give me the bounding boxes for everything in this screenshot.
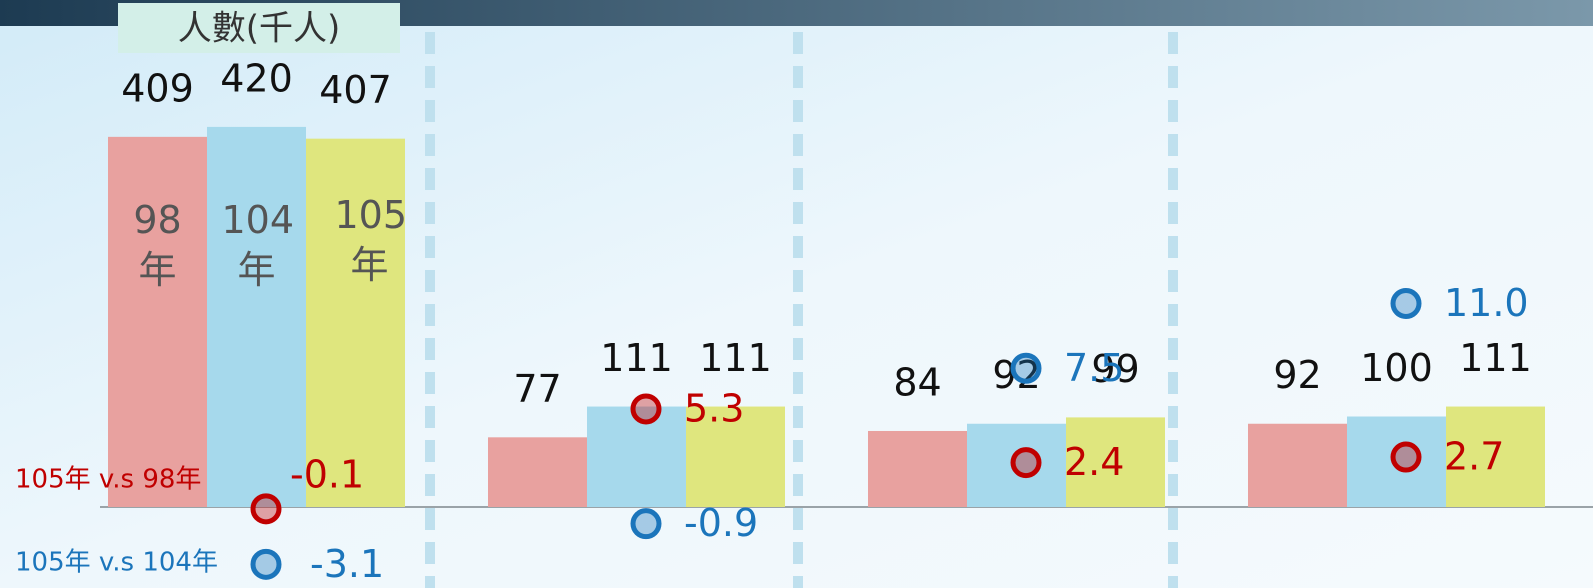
series-name: 105年 bbox=[334, 193, 408, 287]
change-label: 2.4 bbox=[1064, 440, 1124, 484]
header-box bbox=[118, 3, 400, 53]
series-name: 104年 bbox=[221, 198, 295, 292]
bar bbox=[967, 423, 1066, 507]
value-label: 111 bbox=[699, 336, 772, 380]
change-marker bbox=[1390, 288, 1422, 319]
change-marker bbox=[250, 493, 282, 525]
value-label: 92 bbox=[1273, 353, 1321, 397]
bar bbox=[587, 406, 686, 507]
change-label: -0.1 bbox=[290, 452, 364, 496]
chart-title: 人數(千人) bbox=[178, 9, 341, 49]
series-name: 98年 bbox=[133, 198, 182, 292]
change-marker bbox=[630, 393, 662, 425]
legend-label: 105年 v.s 98年 bbox=[15, 465, 201, 495]
legend-label: 105年 v.s 104年 bbox=[15, 548, 218, 578]
change-label: 2.7 bbox=[1444, 435, 1504, 479]
bar bbox=[207, 126, 306, 508]
change-marker bbox=[1010, 447, 1042, 479]
bar bbox=[306, 138, 405, 508]
change-marker bbox=[250, 548, 282, 580]
value-label: 77 bbox=[513, 367, 561, 411]
value-label: 84 bbox=[893, 360, 941, 404]
change-label: -0.9 bbox=[684, 501, 758, 545]
change-marker bbox=[1010, 352, 1042, 384]
value-label: 111 bbox=[600, 336, 673, 380]
value-label: 407 bbox=[319, 68, 392, 112]
value-label: 409 bbox=[121, 66, 194, 110]
change-marker bbox=[1390, 441, 1422, 473]
change-marker bbox=[630, 508, 662, 540]
change-label: -3.1 bbox=[310, 542, 384, 586]
bar bbox=[1446, 406, 1545, 507]
change-label: 7.5 bbox=[1064, 346, 1124, 390]
value-label: 100 bbox=[1360, 346, 1433, 390]
dividers bbox=[425, 32, 1178, 588]
value-label: 99 bbox=[1091, 347, 1139, 391]
bar bbox=[868, 430, 967, 507]
change-label: 5.3 bbox=[684, 386, 744, 430]
change-label: 11.0 bbox=[1444, 281, 1529, 325]
bar bbox=[488, 437, 587, 507]
value-label: 111 bbox=[1459, 336, 1532, 380]
value-label: 420 bbox=[220, 56, 293, 100]
bar bbox=[108, 136, 207, 508]
bar bbox=[1066, 417, 1165, 507]
bar bbox=[1248, 423, 1347, 507]
bar bbox=[686, 406, 785, 507]
